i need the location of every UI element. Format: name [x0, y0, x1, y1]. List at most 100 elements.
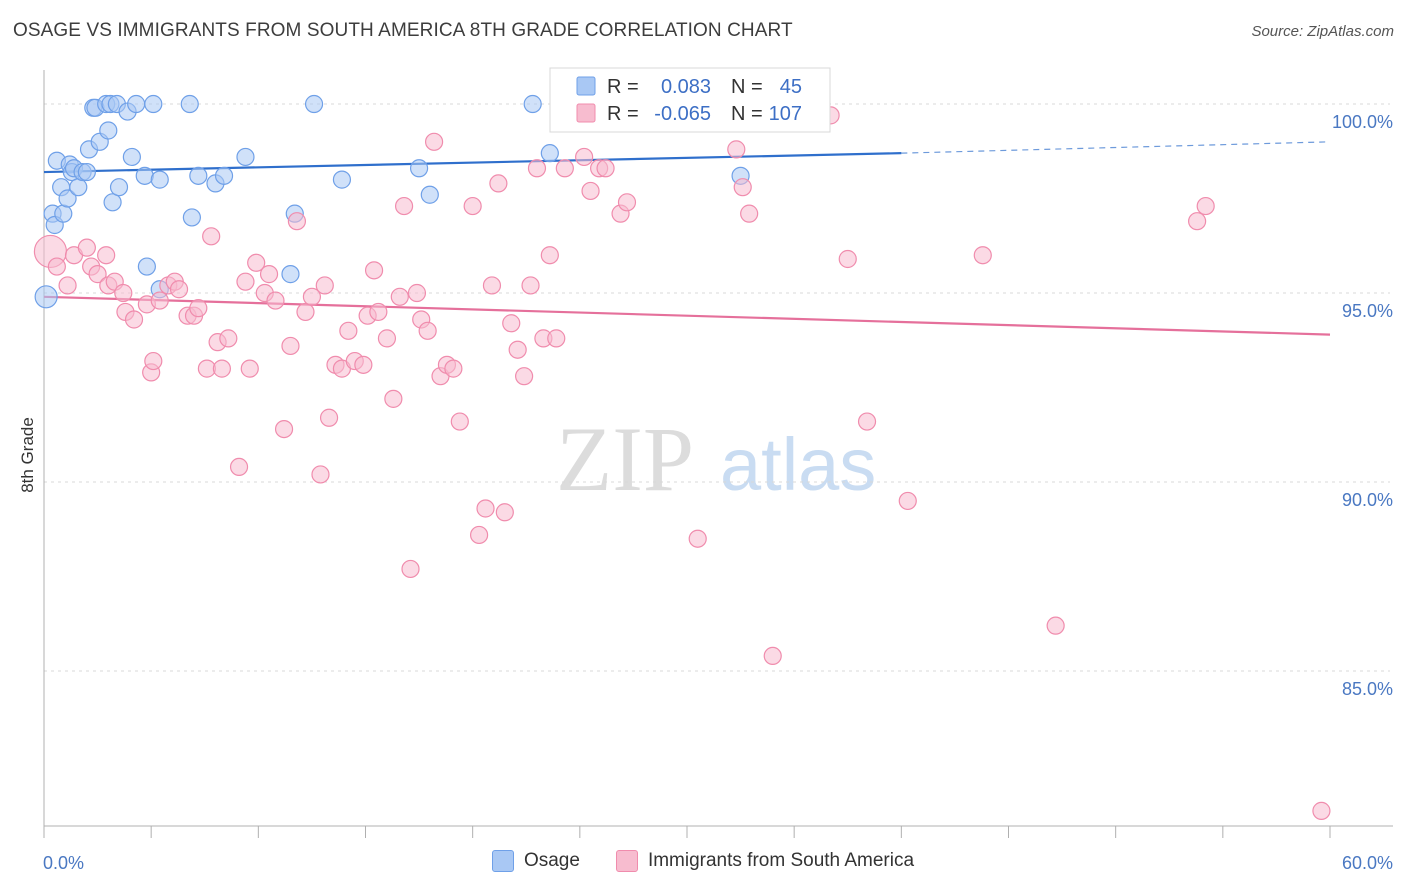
- legend-swatch-immigrants-bottom: [615, 850, 638, 872]
- osage-point: [54, 204, 73, 223]
- immigrants-point: [463, 196, 482, 216]
- chart-title: OSAGE VS IMMIGRANTS FROM SOUTH AMERICA 8…: [13, 20, 793, 41]
- legend-item-immigrants[interactable]: Immigrants from South America: [615, 850, 915, 872]
- immigrants-point: [229, 457, 249, 476]
- immigrants-point: [450, 412, 469, 431]
- immigrants-point: [1188, 212, 1207, 231]
- immigrants-point: [857, 412, 877, 431]
- immigrants-point: [596, 159, 615, 178]
- immigrants-point: [540, 246, 559, 265]
- immigrants-point: [424, 132, 444, 151]
- osage-point: [127, 94, 146, 114]
- immigrants-point: [575, 147, 594, 167]
- y-axis-label: 8th Grade: [18, 417, 37, 493]
- osage-point: [34, 285, 58, 309]
- immigrants-point: [727, 140, 746, 159]
- immigrants-point: [581, 181, 600, 201]
- immigrants-point: [114, 283, 133, 303]
- immigrants-point: [1196, 196, 1215, 216]
- immigrants-point: [274, 420, 294, 439]
- immigrants-point: [740, 204, 759, 223]
- osage-point: [144, 94, 163, 114]
- immigrants-point: [515, 367, 534, 386]
- osage-point: [236, 147, 255, 167]
- legend-r-value-osage: 0.083: [661, 76, 711, 98]
- osage-point: [332, 170, 352, 189]
- immigrants-point: [838, 249, 857, 269]
- osage-point: [58, 189, 77, 208]
- osage-point: [180, 94, 199, 114]
- immigrants-point: [212, 359, 231, 378]
- osage-trend-extension: [901, 141, 1331, 154]
- osage-point: [182, 208, 201, 227]
- osage-point: [69, 178, 88, 197]
- immigrants-point: [508, 340, 527, 359]
- osage-point: [523, 94, 542, 114]
- immigrants-point: [973, 246, 992, 265]
- osage-trend-line: [43, 152, 902, 174]
- immigrants-point: [47, 257, 66, 276]
- immigrants-point: [150, 291, 169, 310]
- osage-point: [281, 265, 300, 284]
- immigrants-point: [469, 525, 489, 545]
- immigrants-point: [315, 276, 334, 295]
- immigrants-point: [169, 280, 189, 299]
- trend-lines: [43, 141, 1331, 336]
- immigrants-point: [898, 491, 917, 511]
- series-legend: Osage Immigrants from South America: [0, 850, 1406, 872]
- immigrants-point: [266, 291, 285, 310]
- x-tick-label-min: 0.0%: [43, 853, 84, 873]
- immigrants-point: [319, 408, 339, 427]
- legend-n-label-immigrants: N =: [731, 103, 763, 125]
- immigrants-point: [236, 272, 255, 291]
- immigrants-point: [733, 178, 752, 197]
- immigrants-point: [394, 196, 414, 216]
- legend-label-osage: Osage: [523, 850, 580, 871]
- immigrants-point: [444, 359, 463, 378]
- immigrants-point: [302, 287, 322, 306]
- immigrants-point: [58, 276, 77, 295]
- immigrants-point: [97, 246, 116, 265]
- immigrants-point: [495, 503, 514, 522]
- immigrants-point: [489, 174, 508, 193]
- axes: [43, 70, 1393, 838]
- osage-point: [409, 159, 429, 178]
- osage-point: [135, 166, 154, 185]
- immigrants-point: [527, 159, 547, 178]
- immigrants-point: [377, 329, 397, 348]
- immigrants-point: [547, 329, 566, 348]
- immigrants-point: [688, 529, 707, 548]
- legend-label-immigrants: Immigrants from South America: [647, 850, 915, 871]
- y-tick-label-85: 85.0%: [1342, 679, 1393, 699]
- legend-n-label-osage: N =: [731, 76, 763, 98]
- osage-point: [103, 193, 122, 212]
- osage-point: [150, 170, 169, 189]
- immigrants-point: [369, 302, 388, 322]
- immigrants-point: [401, 559, 420, 579]
- immigrants-point: [124, 310, 144, 329]
- immigrants-point: [555, 159, 574, 178]
- immigrants-point: [311, 465, 330, 484]
- immigrants-point: [202, 227, 221, 246]
- immigrants-point: [287, 212, 307, 231]
- osage-point: [122, 147, 141, 167]
- legend-item-osage[interactable]: Osage: [491, 850, 580, 872]
- immigrants-point: [296, 302, 315, 322]
- osage-point: [77, 162, 96, 182]
- osage-point: [304, 94, 324, 114]
- legend-swatch-osage: [576, 76, 596, 96]
- immigrants-point: [418, 321, 437, 340]
- legend-n-value-osage: 45: [780, 76, 802, 98]
- immigrants-point: [407, 283, 427, 303]
- legend-r-value-immigrants: -0.065: [654, 103, 711, 125]
- immigrants-point: [144, 351, 163, 371]
- y-tick-label-90: 90.0%: [1342, 490, 1393, 510]
- osage-point: [137, 257, 156, 276]
- gridlines: [44, 103, 1390, 672]
- immigrants-point: [339, 321, 358, 340]
- immigrants-point: [482, 276, 502, 295]
- y-tick-label-95: 95.0%: [1342, 301, 1393, 321]
- immigrants-point: [88, 265, 107, 284]
- osage-point: [540, 144, 559, 163]
